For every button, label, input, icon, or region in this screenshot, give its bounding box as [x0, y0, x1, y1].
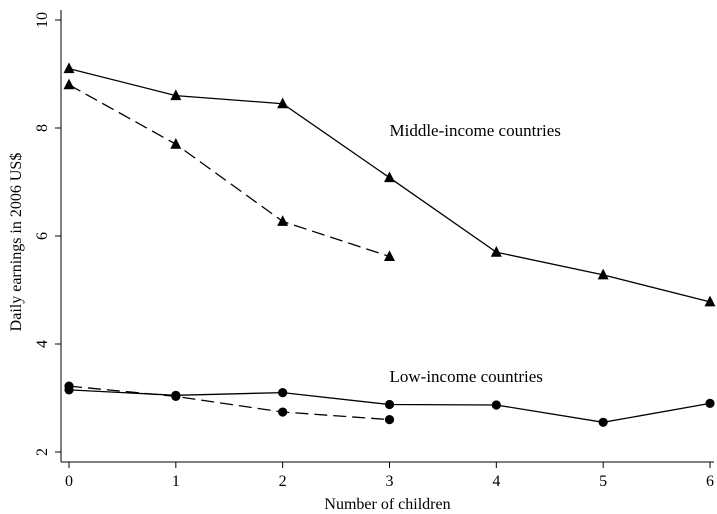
data-point-middle-income-solid: [277, 97, 289, 109]
data-point-middle-income-solid: [63, 62, 75, 74]
data-point-low-income-dashed: [278, 407, 288, 417]
series-line-middle-income-solid: [68, 67, 711, 303]
y-tick-label: 2: [34, 448, 51, 456]
y-tick-label: 10: [34, 12, 51, 28]
x-tick-label: 6: [706, 473, 714, 490]
x-tick-label: 4: [492, 473, 500, 490]
y-tick-label: 6: [34, 232, 51, 240]
data-point-low-income-solid: [278, 388, 288, 398]
x-tick-label: 0: [65, 473, 73, 490]
series-line-low-income-dashed: [68, 385, 390, 421]
data-point-low-income-dashed: [171, 391, 181, 401]
series-line-middle-income-dashed: [68, 84, 390, 258]
data-point-middle-income-dashed: [277, 215, 289, 226]
data-point-middle-income-solid: [597, 268, 609, 280]
data-point-low-income-solid: [491, 400, 501, 410]
data-point-middle-income-dashed: [384, 250, 395, 262]
y-tick-label: 8: [34, 124, 51, 132]
axes: 0 1 2 3 4 5 6 2 4 6 8 10: [34, 10, 714, 490]
data-point-middle-income-solid: [704, 295, 716, 307]
data-point-middle-income-solid: [384, 171, 395, 183]
marker-layer: [63, 62, 716, 427]
x-tick-label: 2: [279, 473, 287, 490]
data-point-middle-income-solid: [170, 89, 182, 101]
data-point-low-income-solid: [598, 417, 608, 427]
annotation-label: Low-income countries: [390, 367, 543, 386]
data-point-low-income-dashed: [64, 381, 74, 391]
y-tick-label: 4: [34, 340, 51, 348]
data-point-low-income-solid: [384, 399, 395, 410]
data-point-low-income-solid: [705, 398, 715, 408]
data-point-middle-income-dashed: [63, 78, 75, 90]
y-axis-title: Daily earnings in 2006 US$: [8, 153, 25, 332]
x-axis-title: Number of children: [324, 496, 450, 513]
x-tick-label: 1: [172, 473, 180, 490]
data-point-low-income-dashed: [384, 415, 395, 425]
annotation-layer: Middle-income countries Low-income countr…: [390, 121, 561, 386]
data-point-middle-income-solid: [490, 246, 502, 257]
annotation-label: Middle-income countries: [390, 121, 561, 140]
x-tick-label: 3: [386, 473, 394, 490]
x-tick-label: 5: [599, 473, 607, 490]
data-point-middle-income-dashed: [170, 138, 182, 149]
